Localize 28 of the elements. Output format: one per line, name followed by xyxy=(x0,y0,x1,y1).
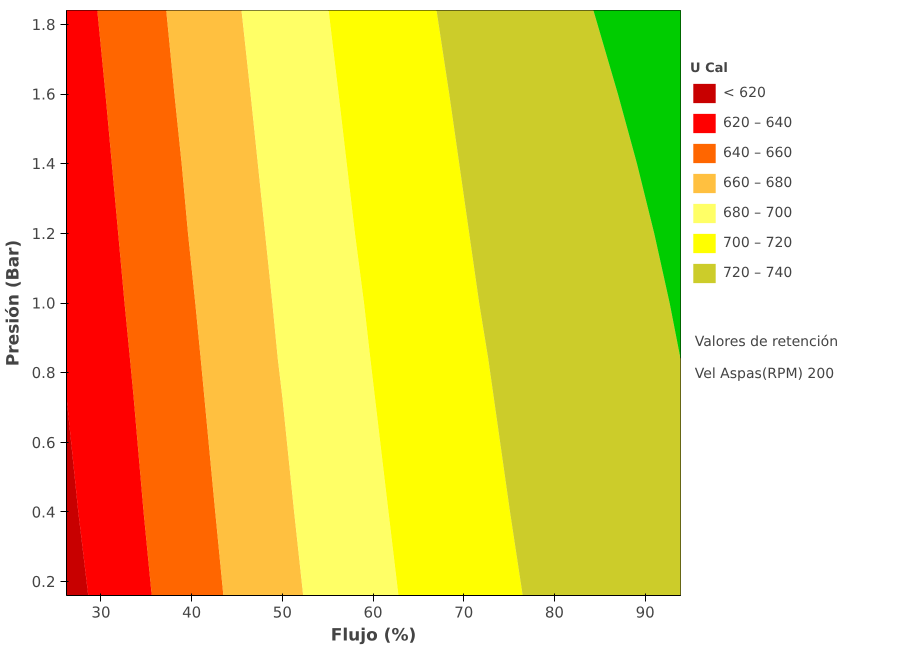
legend-label: 700 – 720 xyxy=(723,235,792,251)
legend-label: 660 – 680 xyxy=(723,175,792,191)
y-tick-label: 1.6 xyxy=(32,86,56,104)
y-tick-label: 0.8 xyxy=(32,364,56,382)
y-tick-label: 0.6 xyxy=(32,434,56,452)
y-tick-label: 1.2 xyxy=(32,224,56,243)
x-tick-label: 60 xyxy=(364,604,383,622)
y-axis-title: Presión (Bar) xyxy=(4,240,24,366)
legend-label: 680 – 700 xyxy=(723,205,792,221)
legend-label: < 620 xyxy=(723,85,766,101)
text: Vel Aspas(RPM) 200 xyxy=(694,366,834,382)
y-tick-label: 1.4 xyxy=(32,155,56,174)
x-tick-label: 50 xyxy=(272,604,292,622)
x-tick-label: 70 xyxy=(454,604,474,622)
x-tick-label: 80 xyxy=(544,604,564,622)
x-axis-title: Flujo (%) xyxy=(330,626,416,646)
y-tick-label: 1.8 xyxy=(32,16,56,34)
x-tick-label: 40 xyxy=(182,604,202,622)
y-tick-label: 0.4 xyxy=(32,503,56,522)
y-tick-label: 0.2 xyxy=(32,573,56,592)
legend-title: U Cal xyxy=(690,61,729,76)
text: Valores de retención xyxy=(694,334,838,350)
legend-label: 620 – 640 xyxy=(723,115,792,131)
x-tick-label: 90 xyxy=(636,604,655,622)
legend-label: 720 – 740 xyxy=(723,265,792,281)
legend-label: 640 – 660 xyxy=(723,145,792,161)
y-tick-label: 1.0 xyxy=(32,294,56,312)
x-tick-label: 30 xyxy=(91,604,111,622)
